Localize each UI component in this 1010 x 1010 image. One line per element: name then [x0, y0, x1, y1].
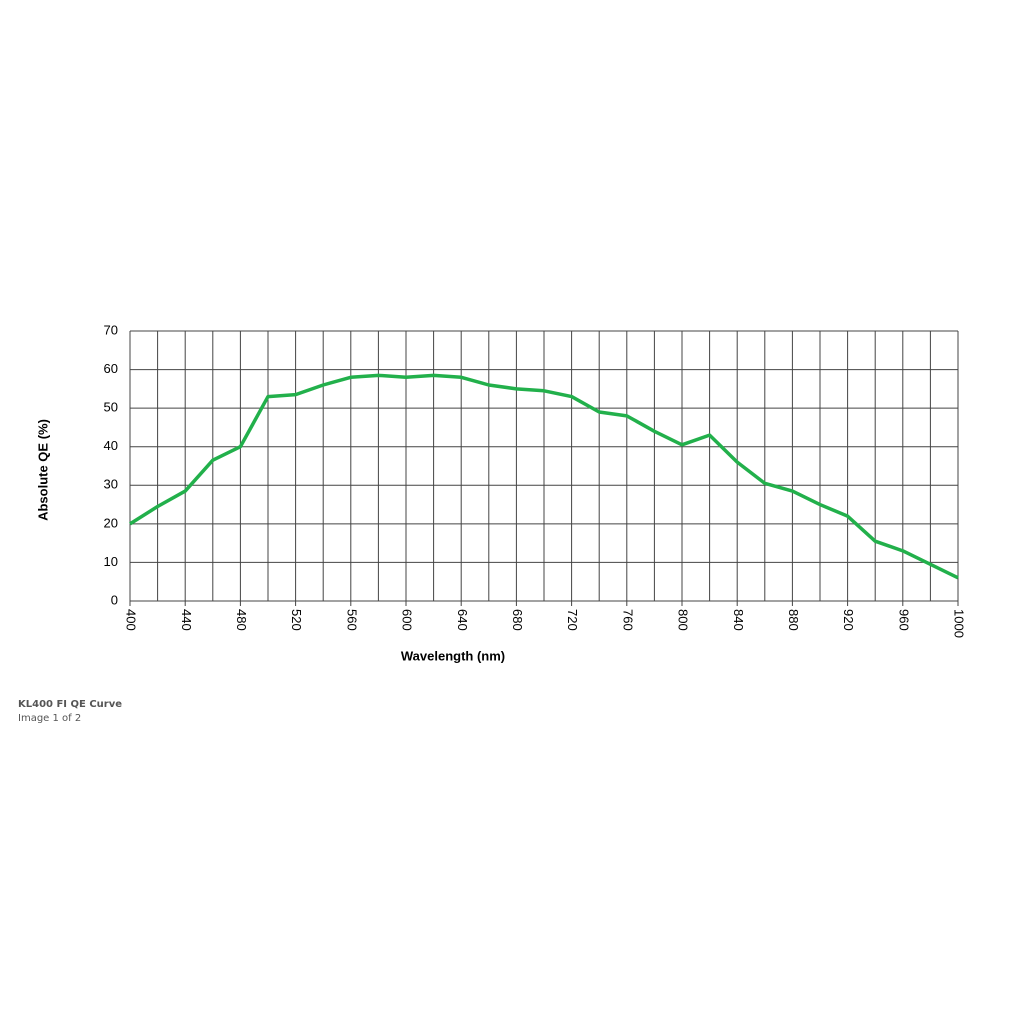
x-tick-label: 400	[124, 609, 139, 631]
x-tick-label: 720	[565, 609, 580, 631]
x-tick-label: 600	[400, 609, 415, 631]
y-tick-label: 60	[104, 361, 118, 376]
x-tick-label: 520	[289, 609, 304, 631]
x-tick-label: 880	[786, 609, 801, 631]
y-tick-label: 50	[104, 400, 118, 415]
x-tick-label: 440	[179, 609, 194, 631]
x-tick-label: 1000	[952, 609, 967, 638]
y-tick-label: 70	[104, 322, 118, 337]
data-line	[129, 373, 959, 580]
x-tick-label: 800	[676, 609, 691, 631]
x-tick-label: 960	[896, 609, 911, 631]
y-tick-label: 30	[104, 477, 118, 492]
x-tick-label: 840	[731, 609, 746, 631]
x-tick-label: 560	[344, 609, 359, 631]
y-tick-label: 10	[104, 554, 118, 569]
caption-counter: Image 1 of 2	[18, 713, 81, 724]
x-tick-label: 640	[455, 609, 470, 631]
x-tick-label: 760	[620, 609, 635, 631]
caption-title: KL400 FI QE Curve	[18, 699, 122, 710]
y-tick-label: 0	[111, 592, 118, 607]
x-tick-label: 920	[841, 609, 856, 631]
x-tick-label: 480	[234, 609, 249, 631]
y-axis-label: Absolute QE (%)	[35, 419, 50, 521]
x-axis-label: Wavelength (nm)	[401, 648, 505, 663]
y-tick-label: 40	[104, 438, 118, 453]
y-tick-label: 20	[104, 515, 118, 530]
x-tick-label: 680	[510, 609, 525, 631]
